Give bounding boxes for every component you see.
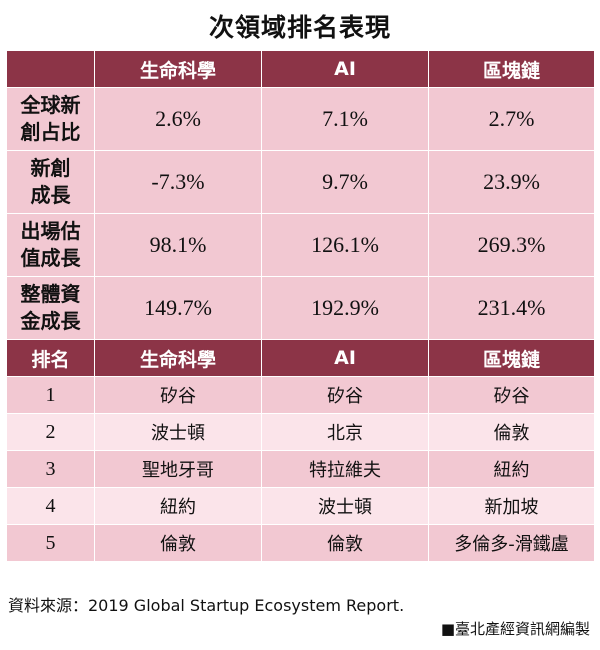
page-title: 次領域排名表現 <box>208 13 391 42</box>
metric-row: 新創 成長 -7.3% 9.7% 23.9% <box>6 150 595 214</box>
rank-city: 特拉維夫 <box>261 450 429 488</box>
metric-row: 全球新 創占比 2.6% 7.1% 2.7% <box>6 87 595 151</box>
rank-row: 3 聖地牙哥 特拉維夫 紐約 <box>6 450 595 488</box>
header-row: 生命科學 AI 區塊鏈 <box>6 50 595 88</box>
metric-row: 出場估 值成長 98.1% 126.1% 269.3% <box>6 213 595 277</box>
header-corner <box>6 50 95 88</box>
metric-value: 126.1% <box>261 213 429 277</box>
source-note: 資料來源：2019 Global Startup Ecosystem Repor… <box>8 596 405 615</box>
rank-header-row: 排名 生命科學 AI 區塊鏈 <box>6 339 595 377</box>
metric-value: 2.6% <box>94 87 262 151</box>
rank-city: 北京 <box>261 413 429 451</box>
rank-city: 紐約 <box>428 450 595 488</box>
rank-header-blockchain: 區塊鏈 <box>428 339 595 377</box>
metric-label: 整體資 金成長 <box>6 276 95 340</box>
rank-number: 3 <box>6 450 95 488</box>
rank-row: 4 紐約 波士頓 新加坡 <box>6 487 595 525</box>
rank-header-ai: AI <box>261 339 429 377</box>
rank-number: 5 <box>6 524 95 562</box>
metric-value: 98.1% <box>94 213 262 277</box>
metric-value: 9.7% <box>261 150 429 214</box>
header-blockchain: 區塊鏈 <box>428 50 595 88</box>
metric-value: 192.9% <box>261 276 429 340</box>
rank-number: 4 <box>6 487 95 525</box>
metric-value: 7.1% <box>261 87 429 151</box>
rank-city: 倫敦 <box>94 524 262 562</box>
rank-city: 矽谷 <box>94 376 262 414</box>
rank-row: 5 倫敦 倫敦 多倫多-滑鐵盧 <box>6 524 595 562</box>
rank-city: 紐約 <box>94 487 262 525</box>
rank-city: 矽谷 <box>261 376 429 414</box>
rank-header-label: 排名 <box>6 339 95 377</box>
header-life-science: 生命科學 <box>94 50 262 88</box>
rank-city: 新加坡 <box>428 487 595 525</box>
rank-city: 倫敦 <box>428 413 595 451</box>
rank-row: 2 波士頓 北京 倫敦 <box>6 413 595 451</box>
ranking-table: 生命科學 AI 區塊鏈 全球新 創占比 2.6% 7.1% 2.7% 新創 成長 -… <box>6 50 595 562</box>
metric-value: 149.7% <box>94 276 262 340</box>
metric-value: -7.3% <box>94 150 262 214</box>
rank-header-life-science: 生命科學 <box>94 339 262 377</box>
header-ai: AI <box>261 50 429 88</box>
rank-row: 1 矽谷 矽谷 矽谷 <box>6 376 595 414</box>
metric-value: 231.4% <box>428 276 595 340</box>
rank-city: 多倫多-滑鐵盧 <box>428 524 595 562</box>
metric-value: 23.9% <box>428 150 595 214</box>
rank-city: 波士頓 <box>94 413 262 451</box>
rank-city: 倫敦 <box>261 524 429 562</box>
metric-label: 出場估 值成長 <box>6 213 95 277</box>
metric-label: 全球新 創占比 <box>6 87 95 151</box>
rank-number: 1 <box>6 376 95 414</box>
metric-label: 新創 成長 <box>6 150 95 214</box>
metric-row: 整體資 金成長 149.7% 192.9% 231.4% <box>6 276 595 340</box>
rank-number: 2 <box>6 413 95 451</box>
rank-city: 波士頓 <box>261 487 429 525</box>
metric-value: 269.3% <box>428 213 595 277</box>
rank-city: 矽谷 <box>428 376 595 414</box>
metric-value: 2.7% <box>428 87 595 151</box>
credit-note: ■臺北產經資訊網編製 <box>440 620 590 638</box>
rank-city: 聖地牙哥 <box>94 450 262 488</box>
